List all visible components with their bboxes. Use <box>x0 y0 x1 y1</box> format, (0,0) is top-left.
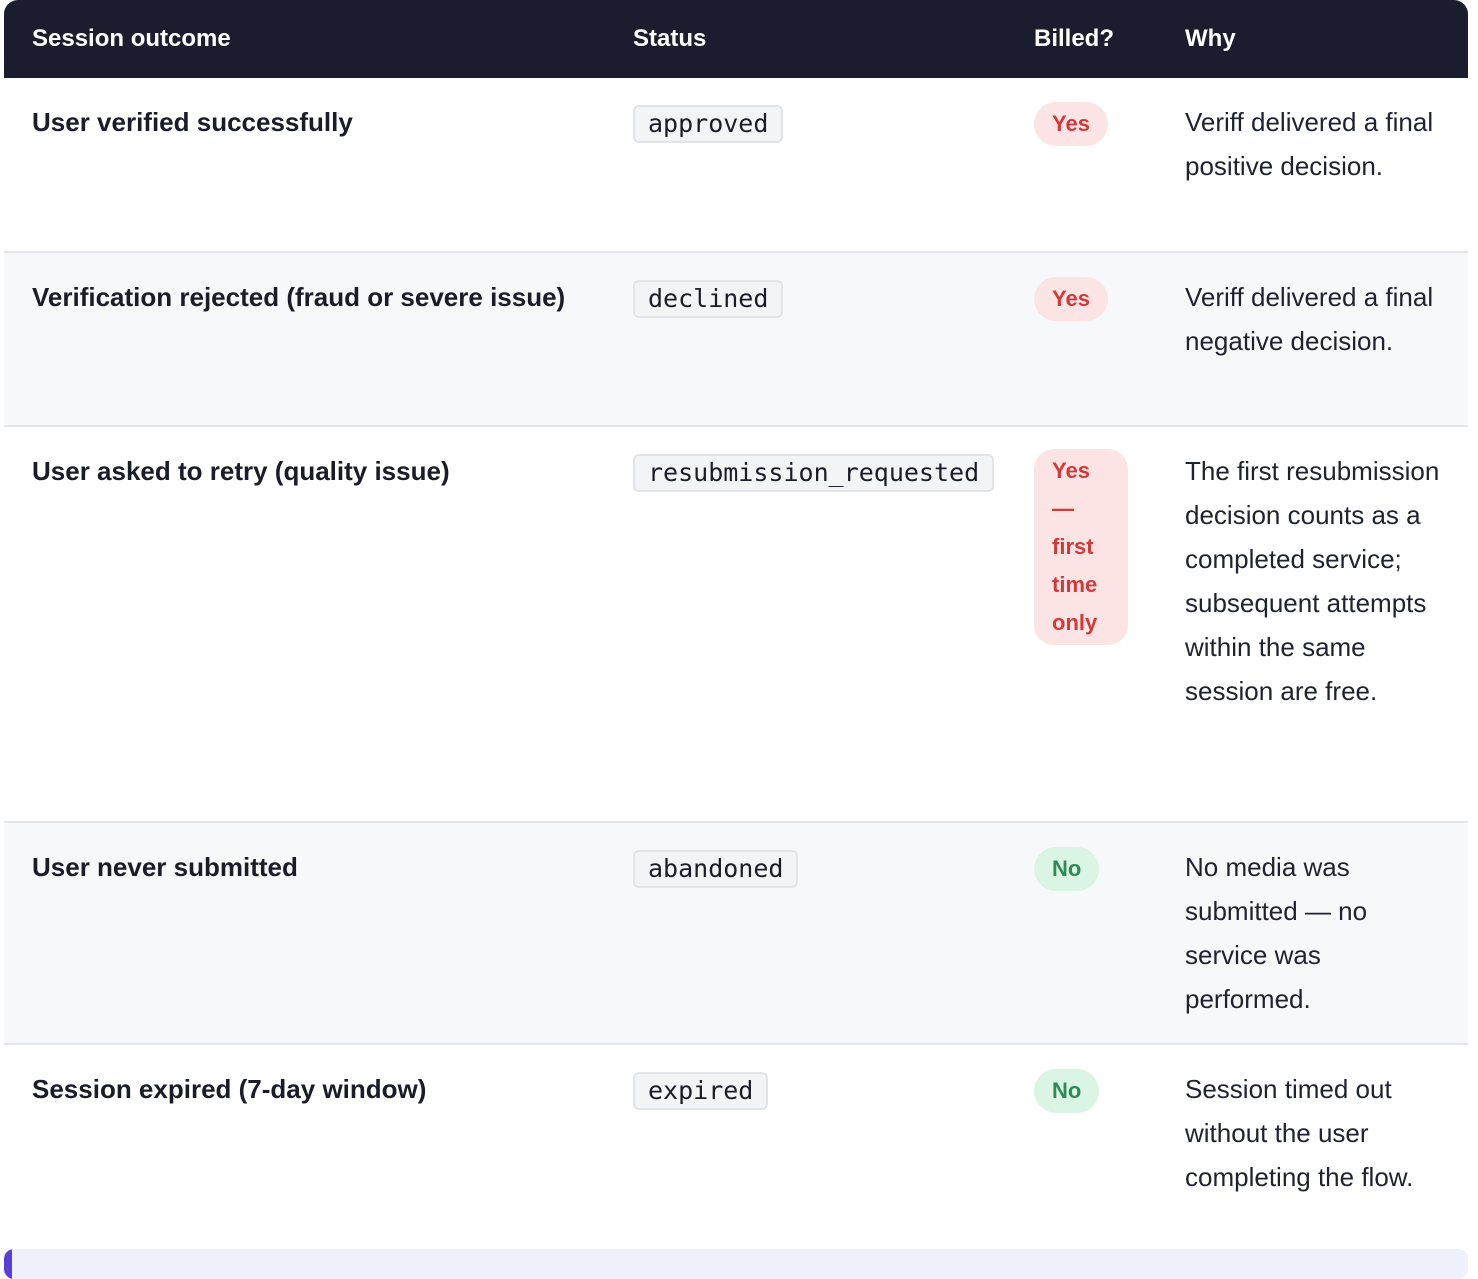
status-cell: expired <box>605 1044 1006 1221</box>
callout-accent-bar <box>4 1249 12 1279</box>
billed-badge: Yes <box>1034 102 1108 146</box>
billed-badge: No <box>1034 1069 1100 1113</box>
status-cell: resubmission_requested <box>605 426 1006 823</box>
table-body: User verified successfully approved Yes … <box>4 78 1468 1221</box>
billed-cell: Yes — first time only <box>1006 426 1157 823</box>
outcome-cell: User asked to retry (quality issue) <box>4 426 605 823</box>
table-header: Session outcome Status Billed? Why <box>4 0 1468 78</box>
status-cell: abandoned <box>605 822 1006 1045</box>
billing-table: Session outcome Status Billed? Why User … <box>4 0 1468 1221</box>
billed-cell: Yes <box>1006 78 1157 253</box>
outcome-cell: Session expired (7-day window) <box>32 1074 427 1104</box>
header-session-outcome: Session outcome <box>4 0 605 78</box>
status-code: abandoned <box>633 850 799 888</box>
table-row: User never submitted abandoned No No med… <box>4 822 1468 1045</box>
why-cell: Veriff delivered a final negative decisi… <box>1157 252 1468 427</box>
status-code: declined <box>633 280 784 318</box>
why-cell: Session timed out without the user compl… <box>1185 1074 1414 1192</box>
billed-cell: No <box>1006 822 1157 1045</box>
outcome-cell: Verification rejected (fraud or severe i… <box>4 252 605 427</box>
billed-cell: No <box>1006 1044 1157 1221</box>
status-cell: declined <box>605 252 1006 427</box>
outcome-cell: User verified successfully <box>4 78 605 253</box>
outcome-cell: User never submitted <box>4 822 605 1045</box>
table-row: Session expired (7-day window) expired N… <box>4 1044 1468 1221</box>
status-code: approved <box>633 105 784 143</box>
header-status: Status <box>605 0 1006 78</box>
header-row: Session outcome Status Billed? Why <box>4 0 1468 78</box>
status-code: expired <box>633 1072 769 1110</box>
billed-badge: Yes <box>1034 277 1108 321</box>
why-cell: No media was submitted — no service was … <box>1157 822 1468 1045</box>
table-row: User asked to retry (quality issue) resu… <box>4 426 1468 823</box>
why-cell: Veriff delivered a final positive decisi… <box>1157 78 1468 253</box>
billing-table-container: Session outcome Status Billed? Why User … <box>4 0 1468 1221</box>
status-code: resubmission_requested <box>633 454 995 492</box>
table-row: User verified successfully approved Yes … <box>4 78 1468 253</box>
why-cell: The first resubmission decision counts a… <box>1157 426 1468 823</box>
billed-badge: Yes — first time only <box>1034 449 1128 645</box>
billed-cell: Yes <box>1006 252 1157 427</box>
header-billed: Billed? <box>1006 0 1157 78</box>
header-why: Why <box>1157 0 1468 78</box>
billed-badge: No <box>1034 847 1100 891</box>
table-row: Verification rejected (fraud or severe i… <box>4 252 1468 427</box>
status-cell: approved <box>605 78 1006 253</box>
callout-box <box>4 1249 1468 1279</box>
